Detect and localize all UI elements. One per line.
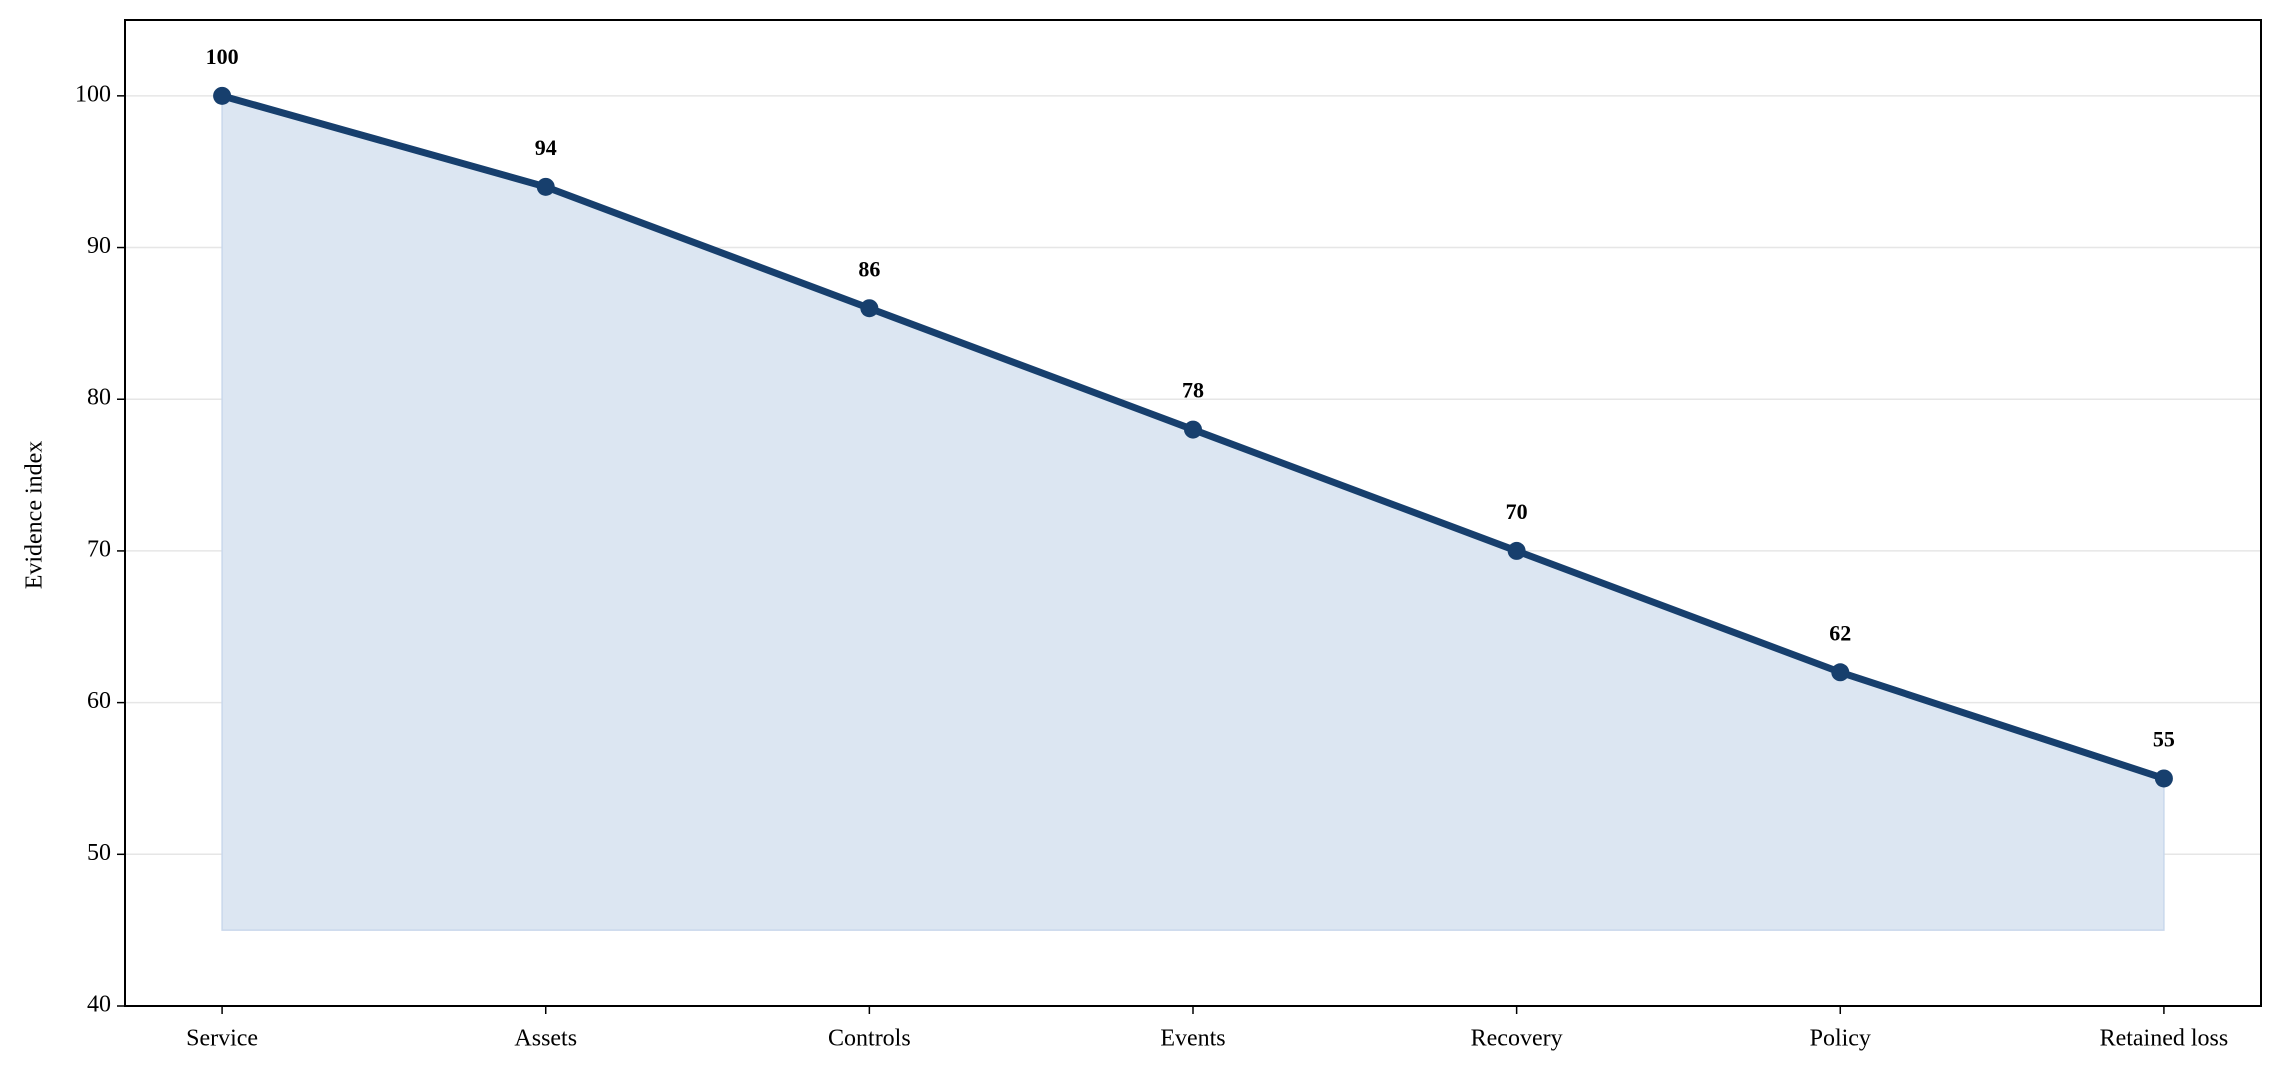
point	[1831, 663, 1850, 682]
x-tick-label: Recovery	[1471, 1026, 1563, 1052]
value-label: 86	[858, 256, 880, 281]
x-tick-label: Service	[186, 1026, 258, 1052]
x-tick-label: Controls	[828, 1026, 911, 1052]
y-tick-label: 40	[87, 992, 111, 1018]
y-tick-label: 70	[87, 536, 111, 562]
x-tick-label: Policy	[1810, 1026, 1871, 1052]
value-label: 78	[1182, 378, 1204, 403]
point	[213, 86, 232, 105]
plot-frame	[124, 19, 2262, 1007]
x-tick-label: Assets	[514, 1026, 577, 1052]
y-axis-label: Evidence index	[22, 441, 48, 590]
y-tick-label: 60	[87, 688, 111, 714]
point	[860, 299, 879, 318]
y-tick-label: 80	[87, 385, 111, 411]
point	[2154, 769, 2173, 788]
y-tick-label: 50	[87, 840, 111, 866]
point	[1184, 420, 1202, 439]
value-label: 55	[2153, 727, 2175, 752]
y-tick-label: 90	[87, 233, 111, 259]
point	[536, 177, 555, 196]
x-tick-label: Retained loss	[2100, 1026, 2229, 1052]
x-tick-label: Events	[1160, 1026, 1225, 1052]
area	[221, 94, 2165, 931]
value-label: 70	[1506, 499, 1528, 524]
y-tick-label: 100	[75, 81, 111, 107]
point	[1507, 541, 1526, 560]
value-label: 62	[1829, 620, 1851, 645]
value-label: 100	[206, 44, 239, 69]
value-label: 94	[535, 135, 557, 160]
